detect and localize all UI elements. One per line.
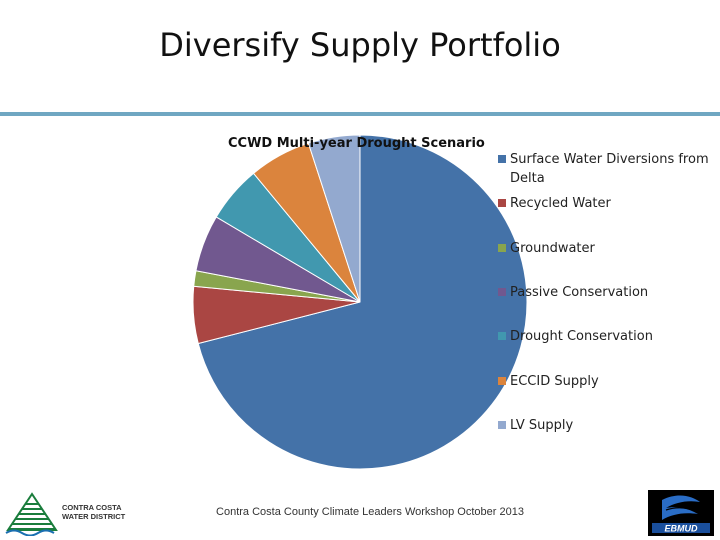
legend-label: Drought Conservation [510, 329, 653, 344]
slide-title: Diversify Supply Portfolio [159, 26, 561, 64]
svg-text:CONTRA COSTA: CONTRA COSTA [62, 503, 122, 512]
legend-label: Surface Water Diversions from Delta [510, 152, 709, 186]
legend-label: Groundwater [510, 241, 595, 256]
legend-swatch [498, 244, 506, 252]
legend-swatch [498, 421, 506, 429]
legend-item: Groundwater [498, 239, 713, 258]
legend-swatch [498, 155, 506, 163]
chart-title: CCWD Multi-year Drought Scenario [228, 136, 485, 151]
legend-item: Surface Water Diversions from Delta [498, 150, 713, 188]
svg-text:WATER DISTRICT: WATER DISTRICT [62, 512, 126, 521]
legend-label: LV Supply [510, 418, 574, 433]
footer-text: Contra Costa County Climate Leaders Work… [216, 506, 524, 518]
legend-label: ECCID Supply [510, 374, 599, 389]
title-divider [0, 112, 720, 116]
pie-slice-surface-water-diversions-from-delta [197, 134, 528, 470]
legend-label: Passive Conservation [510, 285, 649, 300]
legend-item: Passive Conservation [498, 283, 713, 302]
legend-item: Drought Conservation [498, 327, 713, 346]
legend-swatch [498, 332, 506, 340]
svg-text:EBMUD: EBMUD [665, 524, 698, 534]
pie-slice-lv-supply [307, 134, 361, 303]
legend-item: LV Supply [498, 416, 713, 435]
legend-item: ECCID Supply [498, 372, 713, 391]
legend-swatch [498, 377, 506, 385]
legend-swatch [498, 199, 506, 207]
legend-label: Recycled Water [510, 196, 611, 211]
legend-item: Recycled Water [498, 194, 713, 213]
ebmud-logo: EBMUD [648, 490, 714, 536]
legend-swatch [498, 288, 506, 296]
